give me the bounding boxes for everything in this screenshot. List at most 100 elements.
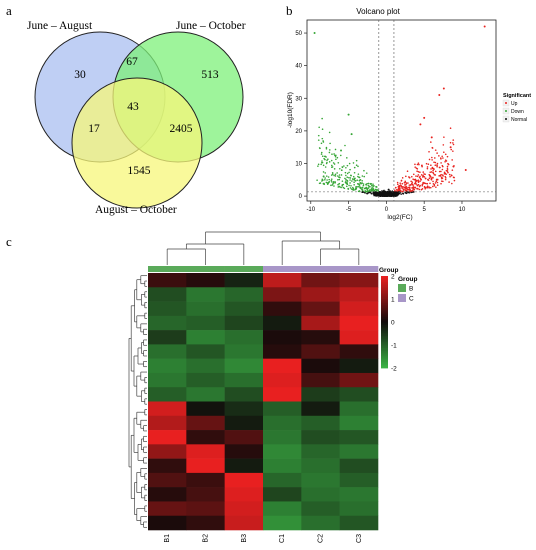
volcano-point — [380, 194, 383, 197]
volcano-point — [377, 193, 379, 196]
volcano-point — [433, 157, 436, 159]
volcano-point — [440, 162, 442, 164]
volcano-point — [451, 182, 453, 185]
venn-label-june-october: June – October — [176, 20, 246, 32]
venn-count-all-three: 43 — [127, 101, 139, 113]
volcano-point — [337, 162, 340, 164]
color-scale-step — [381, 315, 388, 318]
volcano-point — [419, 175, 421, 178]
volcano-point — [373, 189, 376, 192]
volcano-point — [370, 192, 373, 195]
heatmap-cell — [186, 401, 225, 417]
volcano-point — [421, 164, 423, 167]
volcano-point — [321, 128, 324, 131]
volcano-point — [372, 183, 374, 185]
volcano-point — [416, 175, 419, 178]
heatmap-cell — [263, 301, 302, 317]
color-scale-step — [381, 355, 388, 358]
color-scale-step — [381, 337, 388, 340]
volcano-point — [377, 192, 380, 194]
volcano-point — [357, 165, 359, 168]
volcano-point — [353, 178, 356, 180]
volcano-point — [373, 184, 375, 187]
heatmap-column-label: C1 — [279, 534, 286, 543]
volcano-point — [357, 183, 360, 185]
volcano-point — [349, 177, 352, 179]
volcano-point — [442, 157, 444, 159]
heatmap-column-label: C3 — [356, 534, 363, 543]
color-scale-step — [381, 312, 388, 315]
heatmap-cell — [263, 401, 302, 417]
heatmap-cell — [339, 430, 379, 445]
heatmap-cell — [301, 344, 340, 359]
color-scale-step — [381, 334, 388, 337]
color-scale-step — [381, 309, 388, 312]
volcano-point — [414, 166, 417, 168]
color-scale-step — [381, 364, 388, 367]
volcano-point — [333, 163, 336, 165]
volcano-point — [322, 140, 324, 142]
volcano-point — [343, 165, 345, 167]
volcano-point — [331, 171, 334, 174]
volcano-point — [440, 177, 443, 180]
volcano-point-down — [340, 149, 343, 152]
venn-diagram: June – August June – October August – Oc… — [27, 20, 246, 216]
volcano-y-tick-label: 30 — [295, 96, 302, 102]
volcano-point-up — [438, 94, 441, 97]
heatmap-cell — [224, 515, 264, 531]
volcano-point — [444, 153, 447, 156]
volcano-point-down — [347, 113, 350, 116]
volcano-point — [429, 182, 431, 185]
volcano-point — [432, 169, 434, 172]
heatmap-cell — [263, 487, 302, 502]
volcano-point — [345, 178, 347, 181]
heatmap-color-scale: 2 1 0 -1 -2 — [381, 274, 397, 373]
heatmap-cell — [148, 458, 187, 474]
heatmap-cell — [301, 458, 340, 474]
volcano-point — [379, 193, 381, 195]
volcano-point — [442, 144, 445, 146]
volcano-point — [328, 178, 331, 181]
volcano-point — [436, 164, 438, 166]
volcano-points — [313, 25, 486, 197]
volcano-point — [412, 189, 414, 192]
volcano-point — [338, 176, 340, 178]
heatmap-cell — [301, 315, 340, 331]
heatmap-cell — [339, 301, 379, 317]
volcano-point — [408, 192, 410, 194]
color-scale-step — [381, 361, 388, 364]
volcano-point — [443, 171, 446, 174]
color-scale-step — [381, 338, 388, 341]
heatmap-cell — [148, 501, 187, 517]
volcano-point — [331, 184, 334, 186]
heatmap-cell — [224, 430, 264, 445]
volcano-x-tick-label: 5 — [423, 207, 427, 213]
volcano-point — [400, 185, 403, 188]
volcano-point — [346, 164, 349, 167]
volcano-point — [431, 159, 433, 161]
volcano-point — [423, 186, 426, 188]
heatmap-cell — [224, 273, 264, 288]
volcano-point — [447, 171, 449, 174]
volcano-point — [353, 183, 355, 186]
volcano-point — [435, 186, 437, 188]
venn-count-only-august-october: 1545 — [128, 165, 151, 177]
volcano-point — [410, 190, 412, 193]
volcano-point — [344, 144, 346, 147]
volcano-point — [329, 142, 331, 145]
volcano-point — [358, 184, 361, 186]
heatmap-cell — [301, 472, 340, 488]
volcano-point-down — [313, 32, 316, 35]
volcano-point — [324, 177, 326, 179]
color-scale-step — [381, 289, 388, 292]
volcano-point — [326, 183, 329, 186]
column-group-cell-b — [186, 266, 225, 272]
heatmap-cell — [263, 273, 302, 288]
volcano-point — [348, 171, 350, 174]
heatmap-cell — [148, 444, 187, 459]
color-scale-step — [381, 351, 388, 354]
heatmap-column-label: B2 — [203, 534, 210, 543]
color-scale-step — [381, 286, 388, 289]
volcano-legend-label-normal: Normal — [511, 117, 527, 123]
volcano-point — [401, 177, 404, 179]
